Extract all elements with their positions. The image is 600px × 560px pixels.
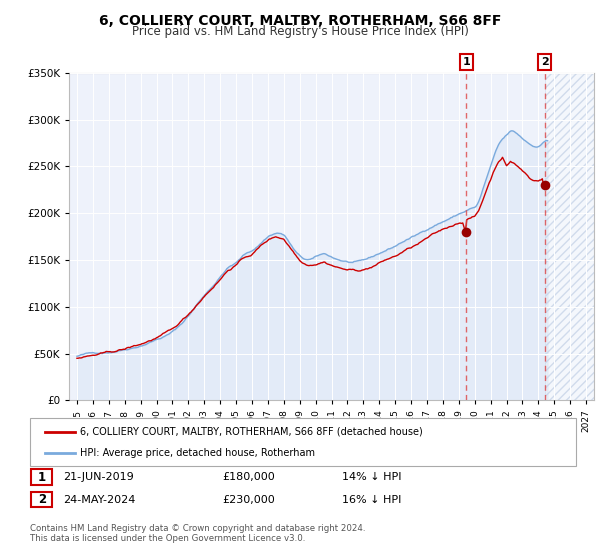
- Text: 6, COLLIERY COURT, MALTBY, ROTHERHAM, S66 8FF: 6, COLLIERY COURT, MALTBY, ROTHERHAM, S6…: [99, 14, 501, 28]
- Text: 24-MAY-2024: 24-MAY-2024: [63, 494, 136, 505]
- Text: 2: 2: [541, 57, 548, 67]
- Text: £180,000: £180,000: [222, 472, 275, 482]
- Text: HPI: Average price, detached house, Rotherham: HPI: Average price, detached house, Roth…: [80, 447, 315, 458]
- Text: 1: 1: [38, 470, 46, 484]
- Text: 14% ↓ HPI: 14% ↓ HPI: [342, 472, 401, 482]
- Text: 21-JUN-2019: 21-JUN-2019: [63, 472, 134, 482]
- Text: Price paid vs. HM Land Registry's House Price Index (HPI): Price paid vs. HM Land Registry's House …: [131, 25, 469, 38]
- Text: 16% ↓ HPI: 16% ↓ HPI: [342, 494, 401, 505]
- Text: 2: 2: [38, 493, 46, 506]
- Text: 1: 1: [463, 57, 470, 67]
- Text: 6, COLLIERY COURT, MALTBY, ROTHERHAM, S66 8FF (detached house): 6, COLLIERY COURT, MALTBY, ROTHERHAM, S6…: [80, 427, 422, 437]
- Text: £230,000: £230,000: [222, 494, 275, 505]
- Text: Contains HM Land Registry data © Crown copyright and database right 2024.
This d: Contains HM Land Registry data © Crown c…: [30, 524, 365, 543]
